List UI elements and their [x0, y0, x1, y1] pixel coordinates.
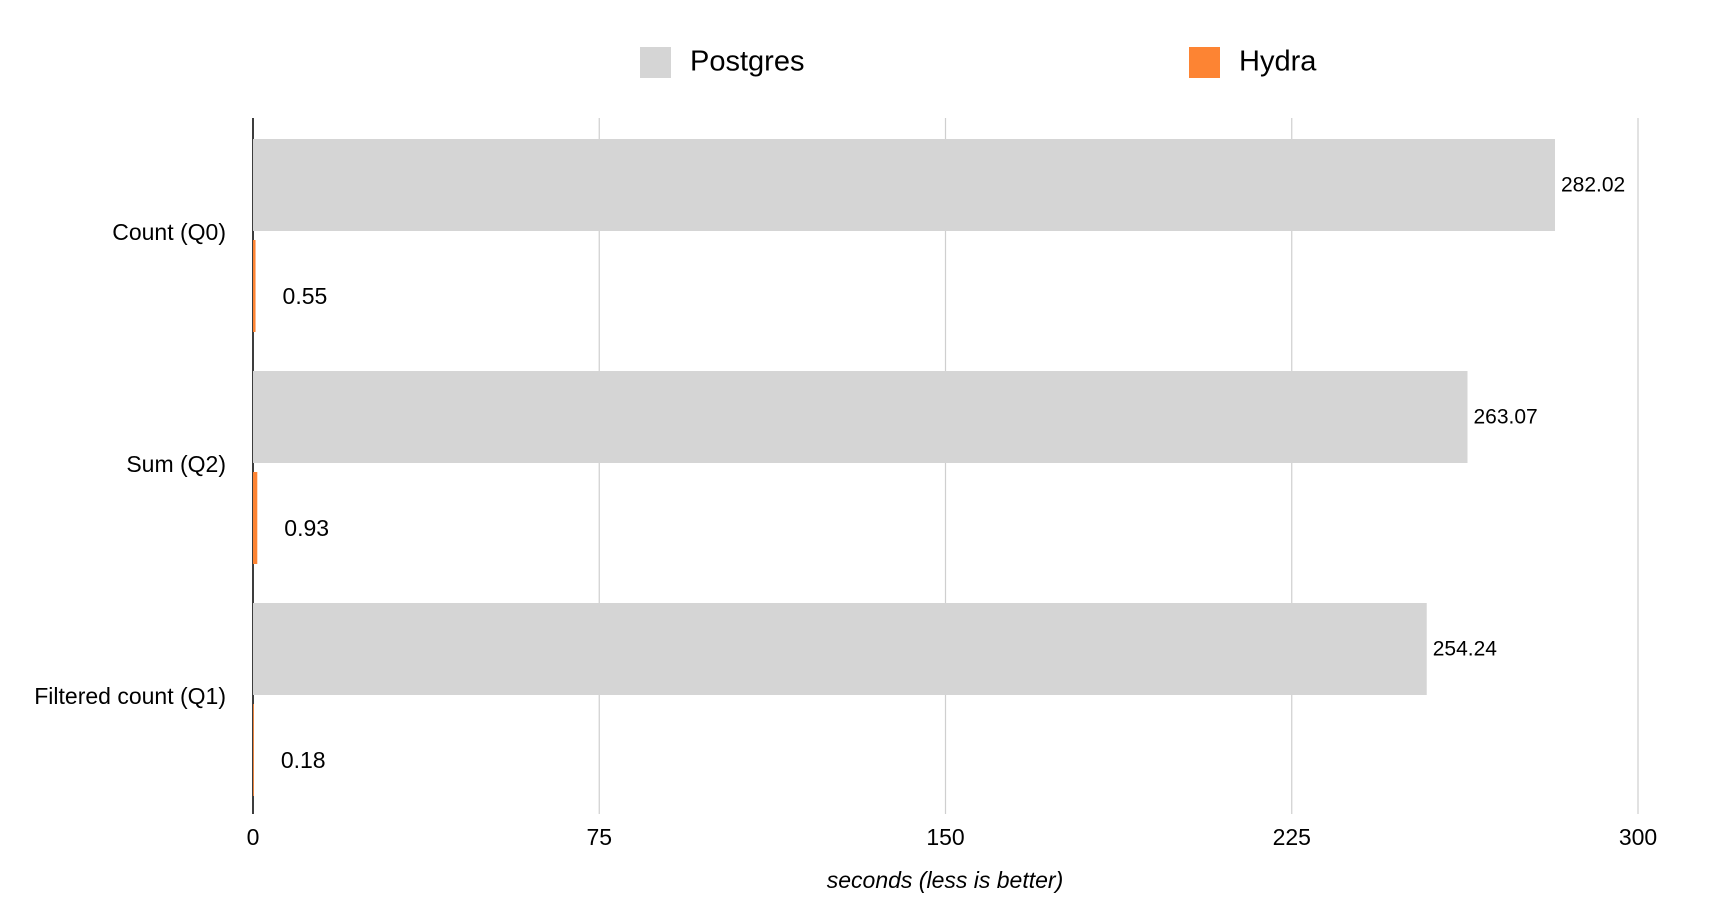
value-label: 0.18	[281, 747, 326, 773]
x-axis-title: seconds (less is better)	[827, 867, 1063, 893]
y-tick-label: Filtered count (Q1)	[34, 683, 226, 709]
x-tick-label: 150	[926, 824, 964, 850]
value-label: 254.24	[1433, 638, 1498, 661]
legend-label: Hydra	[1239, 46, 1317, 78]
bar	[253, 139, 1555, 231]
legend-swatch	[1189, 47, 1220, 78]
bar	[253, 371, 1468, 463]
x-tick-label: 75	[586, 824, 612, 850]
y-tick-label: Sum (Q2)	[126, 451, 226, 477]
x-tick-label: 0	[247, 824, 260, 850]
value-label: 282.02	[1561, 174, 1625, 197]
bar	[253, 240, 256, 332]
legend-label: Postgres	[690, 46, 804, 78]
bar	[253, 472, 258, 564]
x-tick-label: 225	[1273, 824, 1311, 850]
bar	[253, 603, 1427, 695]
x-tick-label: 300	[1619, 824, 1657, 850]
legend-swatch	[640, 47, 671, 78]
value-label: 263.07	[1474, 406, 1538, 429]
y-tick-label: Count (Q0)	[112, 219, 226, 245]
value-label: 0.55	[283, 283, 328, 309]
bar	[253, 704, 254, 796]
value-label: 0.93	[284, 515, 329, 541]
